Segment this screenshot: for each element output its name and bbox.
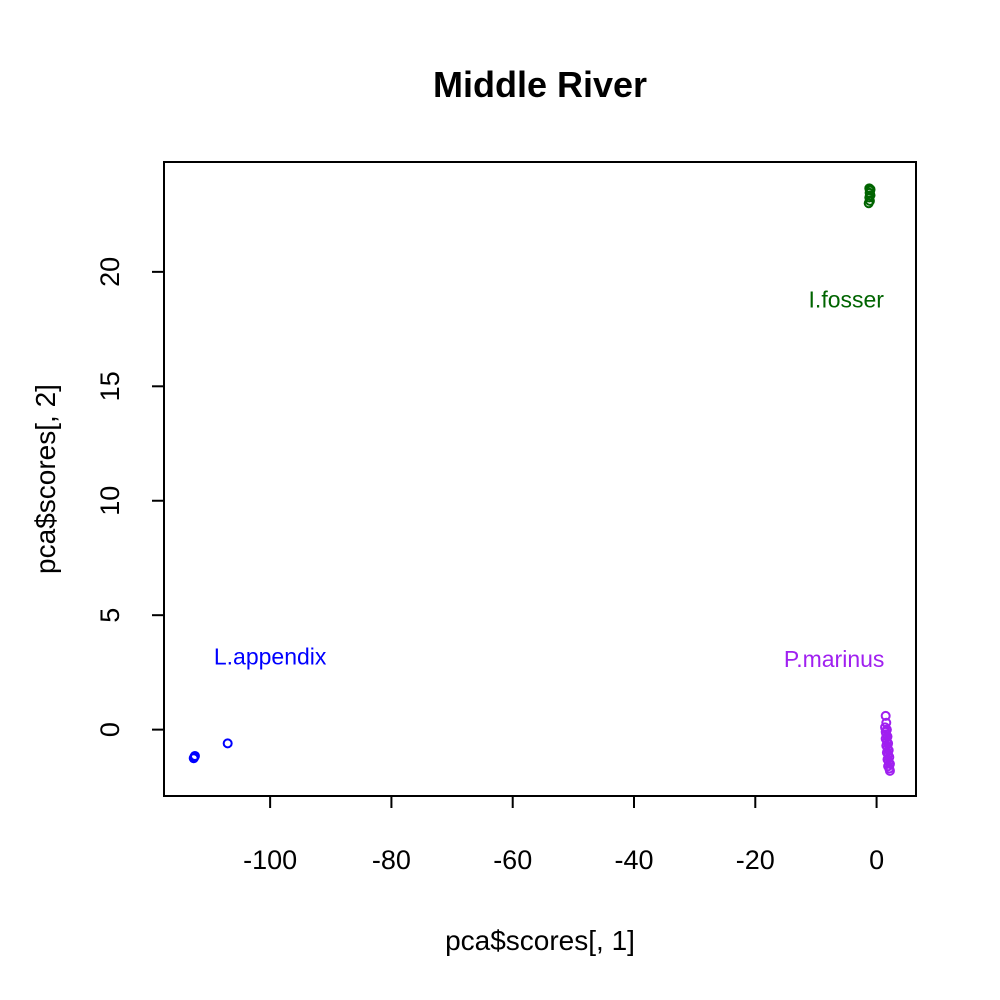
data-point [188,753,199,764]
y-tick-label: 5 [95,608,125,623]
data-point [882,731,893,742]
data-point [883,745,894,756]
y-tick-label: 15 [95,371,125,401]
data-point [880,710,891,721]
data-point [884,765,895,776]
y-axis: 0 5 10 15 20 [95,257,165,737]
x-tick-label: 0 [869,845,884,875]
data-point [222,738,233,749]
x-axis-label: pca$scores[, 1] [445,925,635,956]
y-tick-label: 0 [95,722,125,737]
data-point [884,758,895,769]
group-label: L.appendix [214,644,327,670]
x-tick-label: -80 [372,845,411,875]
group-label: I.fosser [809,287,885,313]
x-tick-label: -40 [614,845,653,875]
data-point [883,738,894,749]
x-tick-label: -100 [243,845,297,875]
data-points [188,183,895,776]
data-point [884,752,895,763]
y-tick-label: 10 [95,486,125,516]
x-tick-label: -20 [736,845,775,875]
chart-title: Middle River [433,64,647,105]
group-labels: L.appendix I.fosser P.marinus [214,287,885,672]
y-axis-label: pca$scores[, 2] [30,384,61,574]
group-label: P.marinus [784,646,885,672]
y-tick-label: 20 [95,257,125,287]
data-point [881,717,892,728]
x-tick-label: -60 [493,845,532,875]
x-axis: -100 -80 -60 -40 -20 0 [243,795,884,875]
plot-frame [163,161,917,797]
data-point [865,184,876,195]
